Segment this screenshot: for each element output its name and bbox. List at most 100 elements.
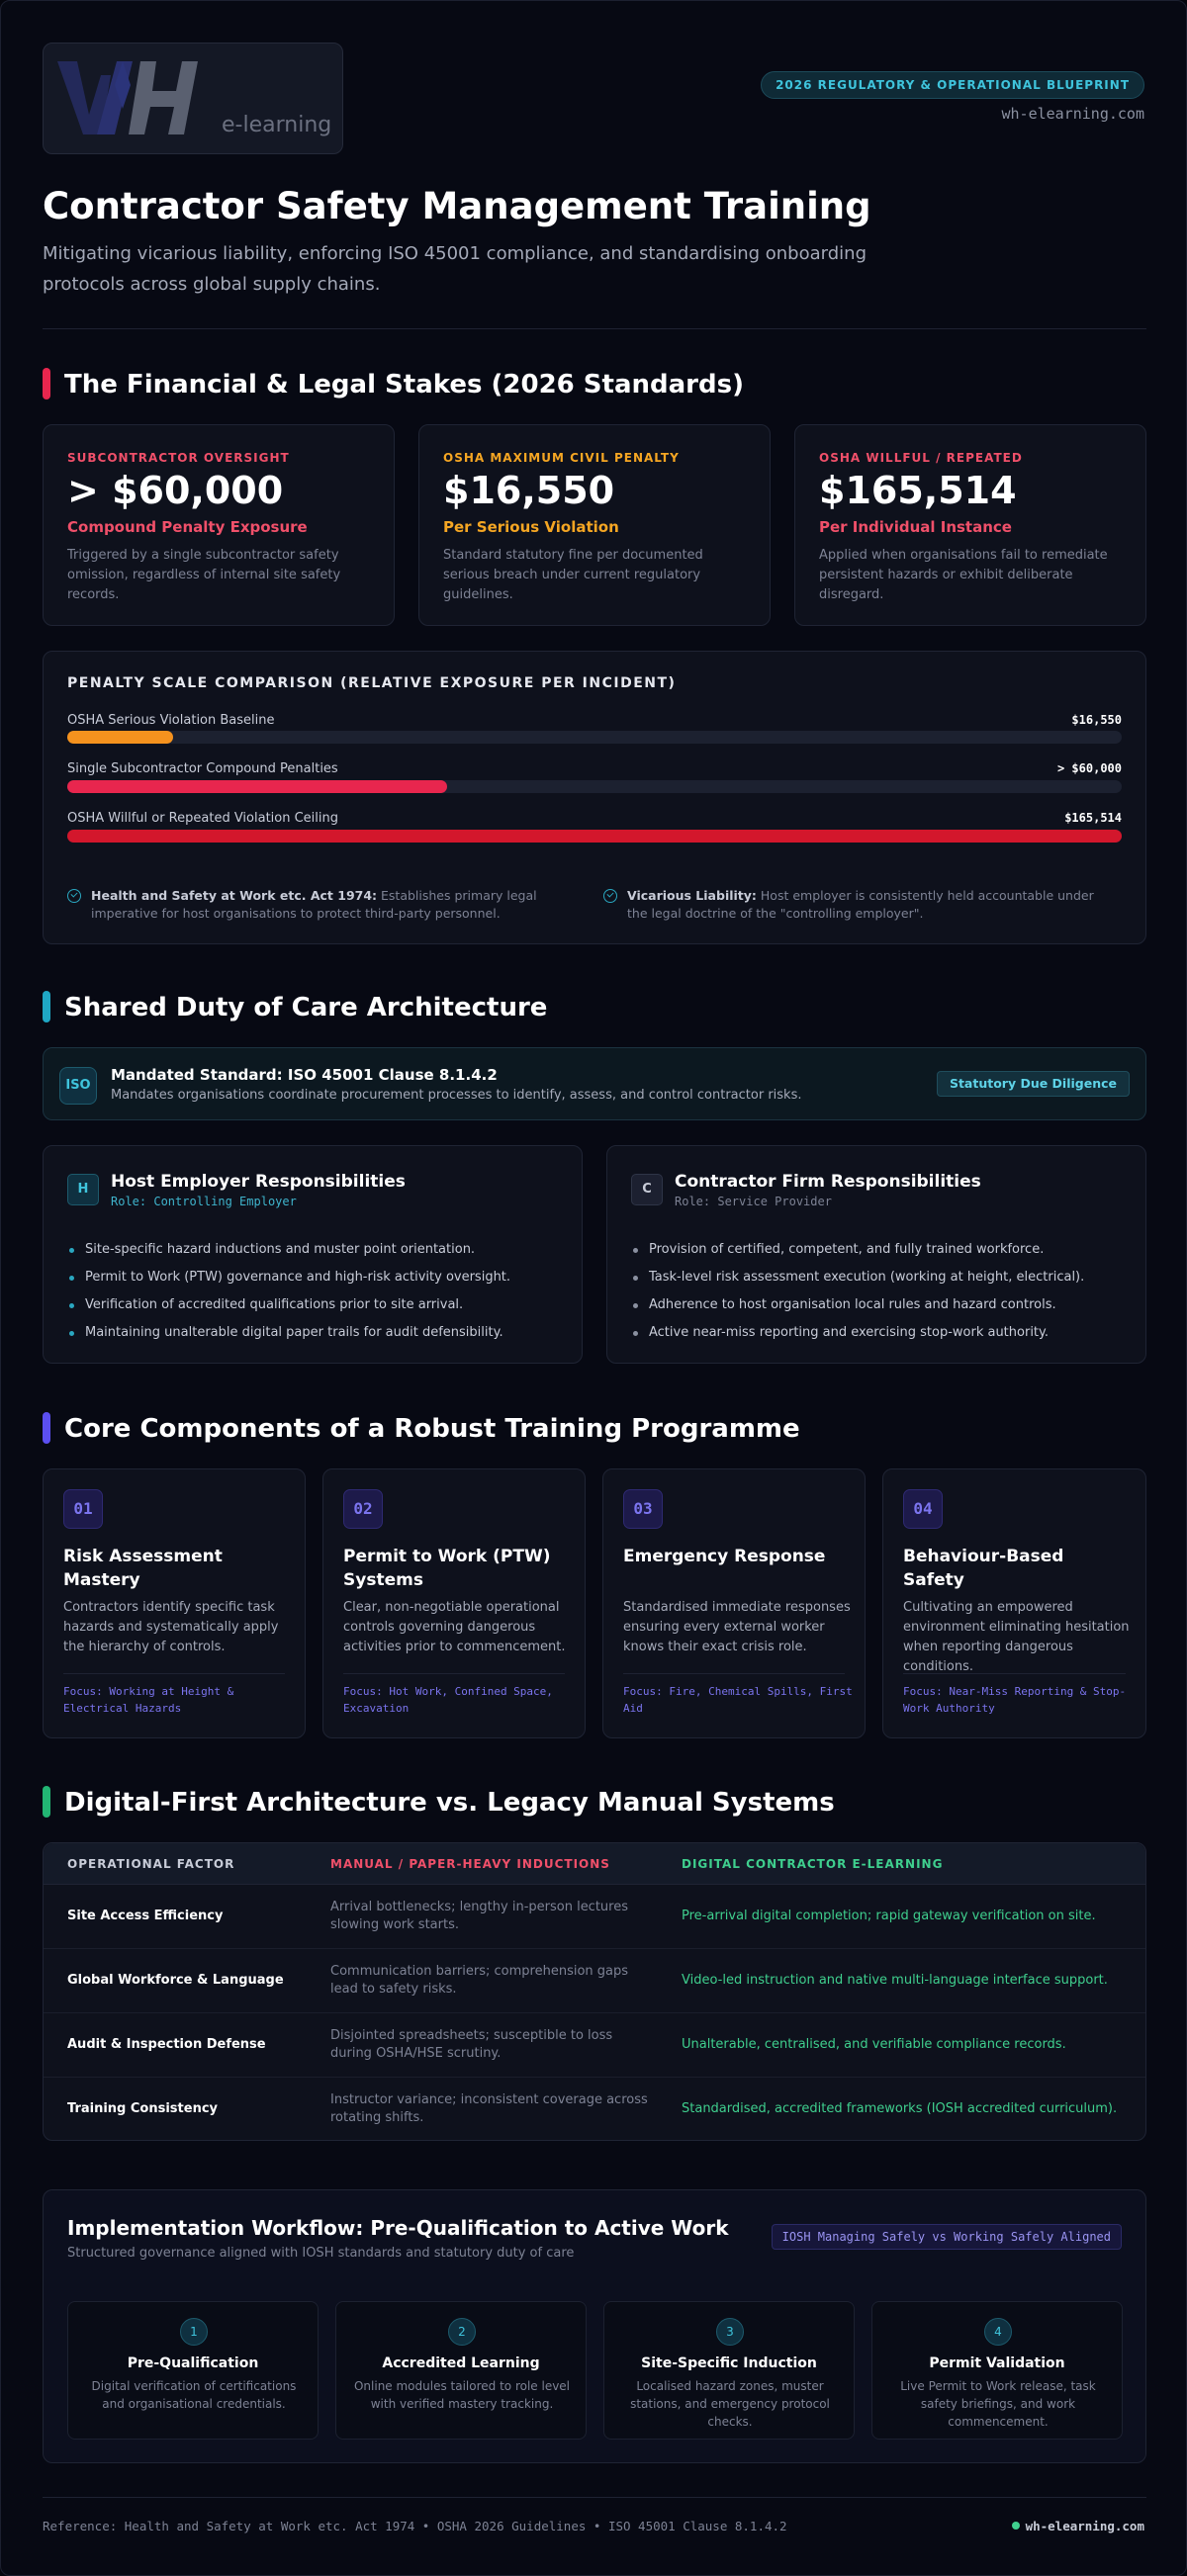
cell-digital: Standardised, accredited frameworks (IOS… [682,2101,1118,2116]
component-number: 03 [623,1489,663,1529]
note-bold: Health and Safety at Work etc. Act 1974: [91,888,378,903]
bar-fill-willful [67,830,1122,843]
component-title: Risk Assessment Mastery [63,1547,223,1590]
check-circle-icon [603,889,617,903]
bar-label: Single Subcontractor Compound Penalties [67,761,338,776]
column-header: DIGITAL CONTRACTOR E-LEARNING [682,1857,944,1871]
component-card: 04 Behaviour-Based Safety Cultivating an… [882,1468,1146,1738]
note-text: Host employer is consistently held accou… [627,888,1094,921]
cell-factor: Training Consistency [67,2101,219,2116]
bar-label: OSHA Serious Violation Baseline [67,713,275,728]
stat-description: Standard statutory fine per documented s… [443,548,703,602]
bar-fill-subcontractor [67,780,447,793]
list-item: Active near-miss reporting and exercisin… [631,1324,1084,1352]
bar-label: OSHA Willful or Repeated Violation Ceili… [67,811,339,826]
component-card: 01 Risk Assessment Mastery Contractors i… [43,1468,306,1738]
stat-card-osha-willful: OSHA WILLFUL / REPEATED $165,514 Per Ind… [794,424,1146,626]
section-title: The Financial & Legal Stakes (2026 Stand… [64,370,744,400]
component-card: 03 Emergency Response Standardised immed… [602,1468,866,1738]
logo[interactable]: e-learning [43,43,343,154]
comparison-table: OPERATIONAL FACTOR MANUAL / PAPER-HEAVY … [43,1842,1146,2141]
workflow-step: 4 Permit Validation Live Permit to Work … [871,2301,1123,2440]
host-icon: H [67,1174,99,1205]
list-item: Verification of accredited qualification… [67,1296,510,1324]
footer-site-link[interactable]: wh-elearning.com [1011,2519,1144,2533]
workflow-step: 1 Pre-Qualification Digital verification… [67,2301,319,2440]
component-description: Standardised immediate responses ensurin… [623,1600,851,1654]
page-title: Contractor Safety Management Training [43,185,871,227]
stat-value: > $60,000 [67,469,284,512]
component-description: Contractors identify specific task hazar… [63,1600,279,1654]
step-description: Online modules tailored to role level wi… [353,2379,571,2411]
section-title: Core Components of a Robust Training Pro… [64,1414,800,1444]
section-title: Digital-First Architecture vs. Legacy Ma… [64,1788,835,1818]
step-number: 2 [448,2318,476,2346]
component-title: Permit to Work (PTW) Systems [343,1547,551,1590]
cell-factor: Site Access Efficiency [67,1909,224,1923]
component-number: 01 [63,1489,103,1529]
section-accent [43,368,50,400]
iso-icon: ISO [59,1067,97,1105]
stat-card-osha-civil: OSHA MAXIMUM CIVIL PENALTY $16,550 Per S… [418,424,771,626]
divider [63,1673,285,1674]
list-item: Task-level risk assessment execution (wo… [631,1269,1084,1296]
workflow-title: Implementation Workflow: Pre-Qualificati… [67,2216,729,2240]
table-row: Training Consistency Instructor variance… [44,2078,1145,2140]
cell-digital: Video-led instruction and native multi-l… [682,1973,1108,1988]
divider [623,1673,845,1674]
bar-value: $16,550 [1071,713,1122,727]
resp-title: Host Employer Responsibilities [111,1172,406,1192]
blueprint-badge: 2026 REGULATORY & OPERATIONAL BLUEPRINT [761,71,1144,99]
divider [43,328,1146,329]
cell-manual: Arrival bottlenecks; lengthy in-person l… [330,1900,628,1932]
contractor-icon: C [631,1174,663,1205]
list-item: Permit to Work (PTW) governance and high… [67,1269,510,1296]
note-text: Establishes primary legal imperative for… [91,888,537,921]
table-row: Global Workforce & Language Communicatio… [44,1949,1145,2013]
iso-description: Mandates organisations coordinate procur… [111,1088,802,1103]
stat-description: Triggered by a single subcontractor safe… [67,548,341,602]
step-title: Pre-Qualification [127,2355,259,2371]
check-circle-icon [67,889,81,903]
step-number: 4 [984,2318,1012,2346]
status-dot-icon [1011,2522,1020,2530]
site-url[interactable]: wh-elearning.com [1001,105,1145,123]
workflow-step: 3 Site-Specific Induction Localised haza… [603,2301,855,2440]
legal-note-vicarious: Vicarious Liability: Host employer is co… [603,887,1118,923]
iso-title: Mandated Standard: ISO 45001 Clause 8.1.… [111,1066,498,1084]
penalty-scale-panel: PENALTY SCALE COMPARISON (RELATIVE EXPOS… [43,651,1146,944]
section-title: Shared Duty of Care Architecture [64,993,548,1022]
cell-digital: Unalterable, centralised, and verifiable… [682,2037,1066,2052]
step-description: Live Permit to Work release, task safety… [900,2379,1096,2429]
footer-divider [43,2497,1146,2498]
list-item: Maintaining unalterable digital paper tr… [67,1324,510,1352]
section-accent [43,1412,50,1444]
cell-factor: Audit & Inspection Defense [67,2037,266,2052]
workflow-panel: Implementation Workflow: Pre-Qualificati… [43,2189,1146,2463]
list-item: Adherence to host organisation local rul… [631,1296,1084,1324]
component-focus: Focus: Hot Work, Confined Space, Excavat… [343,1685,553,1715]
cell-digital: Pre-arrival digital completion; rapid ga… [682,1909,1096,1923]
component-description: Cultivating an empowered environment eli… [903,1600,1130,1674]
host-employer-card: H Host Employer Responsibilities Role: C… [43,1145,583,1364]
resp-list: Site-specific hazard inductions and must… [67,1241,510,1352]
list-item: Site-specific hazard inductions and must… [67,1241,510,1269]
cell-factor: Global Workforce & Language [67,1973,284,1988]
step-title: Permit Validation [929,2355,1065,2371]
legal-note-hswa: Health and Safety at Work etc. Act 1974:… [67,887,542,923]
page-subtitle: Mitigating vicarious liability, enforcin… [43,243,867,295]
bar-fill-serious [67,731,173,744]
resp-role: Role: Service Provider [675,1195,832,1208]
stat-value: $165,514 [819,469,1017,512]
step-title: Site-Specific Induction [641,2355,817,2371]
bar-value: > $60,000 [1056,761,1122,775]
stat-label: SUBCONTRACTOR OVERSIGHT [67,451,290,465]
stat-label: OSHA WILLFUL / REPEATED [819,451,1023,465]
bar-track [67,830,1122,843]
section-accent [43,1786,50,1818]
step-description: Digital verification of certifications a… [91,2379,297,2411]
column-header: OPERATIONAL FACTOR [67,1857,235,1871]
cell-manual: Disjointed spreadsheets; susceptible to … [330,2028,613,2061]
component-focus: Focus: Near-Miss Reporting & Stop-Work A… [903,1685,1127,1715]
